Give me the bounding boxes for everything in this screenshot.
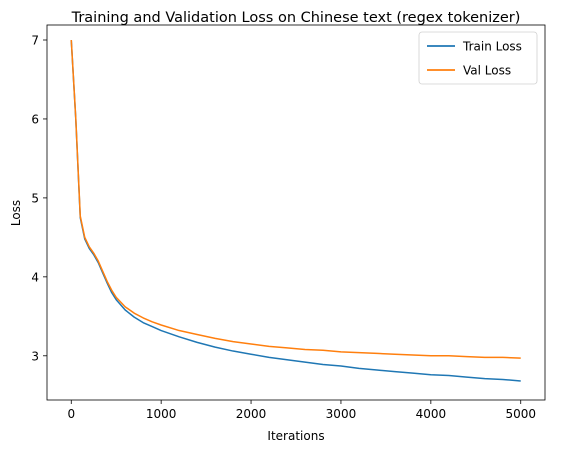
x-tick-label: 5000 xyxy=(505,407,536,421)
legend-label-train: Train Loss xyxy=(462,40,522,54)
series-layer xyxy=(70,39,521,382)
y-tick-label: 4 xyxy=(31,270,39,284)
series-line-val-loss xyxy=(70,39,521,359)
y-tick-label: 3 xyxy=(31,349,39,363)
x-axis: 0 1000 2000 3000 4000 5000 xyxy=(67,400,536,421)
x-tick-label: 1000 xyxy=(146,407,177,421)
series-line-train-loss xyxy=(70,39,521,382)
x-tick-label: 2000 xyxy=(236,407,267,421)
chart-title: Training and Validation Loss on Chinese … xyxy=(71,10,521,26)
x-axis-label: Iterations xyxy=(267,429,324,443)
y-tick-label: 6 xyxy=(31,112,39,126)
plot-frame xyxy=(46,24,546,401)
y-tick-label: 7 xyxy=(31,34,39,48)
x-tick-label: 3000 xyxy=(326,407,357,421)
y-axis: 3 4 5 6 7 xyxy=(31,34,47,363)
x-tick-label: 4000 xyxy=(416,407,447,421)
legend-box xyxy=(418,31,538,85)
legend: Train Loss Val Loss xyxy=(418,31,538,85)
y-axis-label: Loss xyxy=(9,200,23,226)
x-tick-label: 0 xyxy=(67,407,75,421)
legend-label-val: Val Loss xyxy=(463,64,511,78)
y-tick-label: 5 xyxy=(31,191,39,205)
